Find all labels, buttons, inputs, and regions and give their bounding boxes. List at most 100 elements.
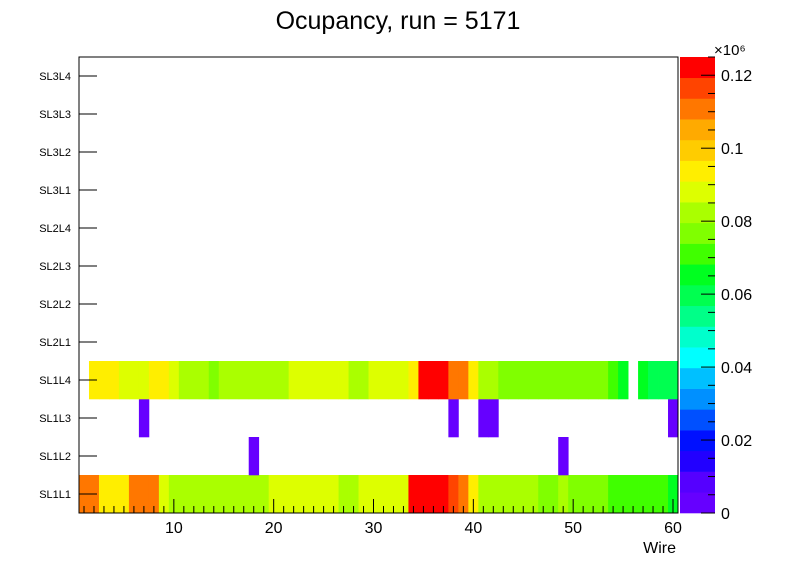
- heatmap-cell: [348, 475, 359, 514]
- heatmap-cell: [168, 475, 180, 514]
- heatmap-cell: [558, 475, 569, 514]
- heatmap-cell: [248, 475, 260, 514]
- heatmap-cell: [618, 475, 629, 514]
- heatmap-cell: [448, 475, 459, 514]
- heatmap-cell: [588, 361, 599, 400]
- heatmap-cell: [468, 475, 479, 514]
- heatmap-cell: [448, 399, 459, 438]
- heatmap-cell: [178, 475, 190, 514]
- heatmap-cell: [98, 475, 110, 514]
- z-tick-label: 0.08: [721, 214, 752, 231]
- y-tick-label: SL2L2: [39, 299, 71, 311]
- heatmap-cell: [518, 475, 529, 514]
- palette-segment: [680, 139, 715, 161]
- heatmap-cells: [79, 361, 679, 514]
- x-tick-label: 10: [165, 520, 183, 537]
- heatmap-cell: [418, 475, 429, 514]
- palette-segment: [680, 430, 715, 452]
- y-tick-label: SL2L1: [39, 337, 71, 349]
- heatmap-cell: [368, 361, 379, 400]
- heatmap-cell: [488, 361, 499, 400]
- heatmap-cell: [618, 361, 629, 400]
- heatmap-cell: [558, 437, 569, 476]
- heatmap-cell: [598, 475, 609, 514]
- heatmap-cell: [268, 361, 280, 400]
- heatmap-cell: [408, 475, 419, 514]
- heatmap-cell: [608, 361, 619, 400]
- color-palette: [680, 57, 715, 514]
- heatmap-cell: [348, 361, 359, 400]
- heatmap-cell: [268, 475, 280, 514]
- x-axis-label: Wire: [643, 540, 676, 557]
- heatmap-cell: [238, 361, 250, 400]
- heatmap-cell: [358, 475, 369, 514]
- heatmap-cell: [388, 361, 399, 400]
- heatmap-cell: [258, 361, 270, 400]
- heatmap-cell: [158, 361, 170, 400]
- heatmap-cell: [518, 361, 529, 400]
- heatmap-cell: [308, 475, 319, 514]
- z-tick-label: 0: [721, 506, 730, 523]
- heatmap-cell: [328, 361, 339, 400]
- heatmap-cell: [538, 361, 549, 400]
- heatmap-cell: [118, 361, 130, 400]
- heatmap-cell: [398, 475, 409, 514]
- heatmap-cell: [658, 475, 669, 514]
- z-axis: 0 0.02 0.04 0.06 0.08 0.1 0.12: [701, 56, 752, 523]
- heatmap-cell: [628, 475, 639, 514]
- heatmap-cell: [568, 361, 579, 400]
- x-axis: 10 20 30 40 50 60: [83, 499, 682, 537]
- palette-segment: [680, 98, 715, 120]
- heatmap-cell: [548, 475, 559, 514]
- z-axis-multiplier: ×10⁶: [714, 42, 746, 59]
- heatmap-cell: [128, 361, 140, 400]
- palette-segment: [680, 388, 715, 410]
- heatmap-cell: [508, 475, 519, 514]
- palette-segment: [680, 160, 715, 182]
- palette-segment: [680, 347, 715, 369]
- heatmap-cell: [358, 361, 369, 400]
- heatmap-cell: [108, 361, 120, 400]
- heatmap-cell: [198, 475, 210, 514]
- heatmap-cell: [318, 475, 329, 514]
- heatmap-cell: [428, 361, 439, 400]
- heatmap-cell: [278, 361, 290, 400]
- heatmap-cell: [648, 361, 659, 400]
- heatmap-cell: [158, 475, 170, 514]
- palette-segment: [680, 202, 715, 224]
- plot-frame: [78, 56, 679, 514]
- palette-segment: [680, 305, 715, 327]
- heatmap-cell: [528, 475, 539, 514]
- heatmap-cell: [398, 361, 409, 400]
- heatmap-cell: [668, 475, 679, 514]
- z-tick-label: 0.02: [721, 433, 752, 450]
- palette-segment: [680, 77, 715, 99]
- y-tick-label: SL3L4: [39, 71, 71, 83]
- heatmap-cell: [178, 361, 190, 400]
- heatmap-cell: [528, 361, 539, 400]
- heatmap-cell: [168, 361, 180, 400]
- heatmap-cell: [438, 361, 449, 400]
- heatmap-cell: [378, 475, 389, 514]
- heatmap-cell: [488, 399, 499, 438]
- heatmap-cell: [608, 475, 619, 514]
- y-tick-label: SL2L4: [39, 223, 71, 235]
- heatmap-cell: [98, 361, 110, 400]
- heatmap-cell: [198, 361, 210, 400]
- x-tick-label: 60: [664, 520, 682, 537]
- heatmap-cell: [188, 475, 200, 514]
- y-tick-label: SL3L1: [39, 185, 71, 197]
- heatmap-cell: [248, 361, 260, 400]
- heatmap-cell: [588, 475, 599, 514]
- heatmap-cell: [138, 361, 150, 400]
- heatmap-cell: [548, 361, 559, 400]
- heatmap-cell: [578, 361, 589, 400]
- heatmap-cell: [638, 475, 649, 514]
- heatmap-cell: [298, 361, 310, 400]
- heatmap-cell: [218, 475, 230, 514]
- heatmap-cell: [478, 361, 489, 400]
- palette-segment: [680, 409, 715, 431]
- heatmap-cell: [338, 475, 349, 514]
- palette-segment: [680, 326, 715, 348]
- heatmap-cell: [448, 361, 459, 400]
